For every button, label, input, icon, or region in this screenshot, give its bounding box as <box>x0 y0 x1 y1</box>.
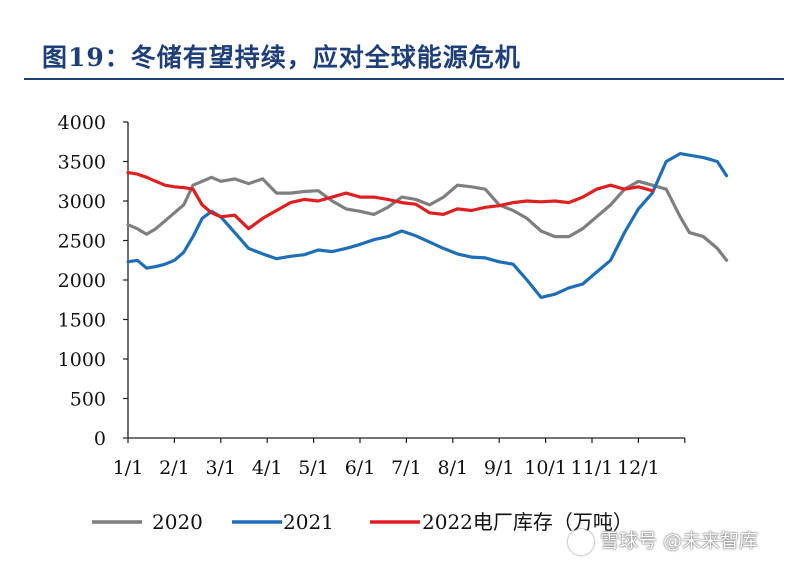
x-tick-label: 6/1 <box>345 457 376 479</box>
legend-label: 2020 <box>152 510 203 534</box>
x-tick-label: 10/1 <box>524 457 567 479</box>
y-tick-label: 4000 <box>58 112 106 134</box>
x-tick-label: 12/1 <box>617 457 660 479</box>
title-rule <box>24 78 784 80</box>
x-tick-label: 1/1 <box>113 457 144 479</box>
snowball-logo-icon <box>568 528 594 555</box>
y-tick-label: 2500 <box>58 231 106 253</box>
x-tick-labels: 1/1 2/1 3/1 4/1 5/1 6/1 7/1 8/1 9/1 10/1 11/1 12/1 <box>113 438 686 479</box>
legend-label: 2022电厂库存（万吨） <box>422 510 633 534</box>
series-line-2022 <box>126 171 654 231</box>
x-tick-label: 2/1 <box>159 457 190 479</box>
axes <box>127 122 685 439</box>
watermark-text: 雪球号 @未来智库 <box>600 530 759 552</box>
legend-label: 2021 <box>283 510 334 534</box>
x-tick-label: 7/1 <box>391 457 422 479</box>
x-tick-label: 5/1 <box>298 457 329 479</box>
y-tick-label: 1000 <box>58 349 106 371</box>
y-tick-label: 2000 <box>58 270 106 292</box>
x-tick-label: 11/1 <box>571 457 614 479</box>
y-tick-label: 1500 <box>58 310 106 332</box>
series-line-2021 <box>126 152 729 299</box>
x-tick-label: 8/1 <box>438 457 469 479</box>
figure-title: 图19：冬储有望持续，应对全球能源危机 <box>42 43 521 72</box>
y-tick-label: 0 <box>94 428 106 450</box>
legend: 2020 2021 2022电厂库存（万吨） <box>92 510 633 534</box>
y-tick-label: 3500 <box>58 152 106 174</box>
y-tick-label: 500 <box>70 389 106 411</box>
y-tick-labels: 0 500 1000 1500 2000 2500 3000 3500 4000 <box>58 112 128 450</box>
series-lines <box>126 152 729 299</box>
x-tick-label: 9/1 <box>484 457 515 479</box>
watermark: 雪球号 @未来智库 <box>568 526 758 555</box>
series-line-2020 <box>126 175 729 262</box>
y-tick-label: 3000 <box>58 191 106 213</box>
x-tick-label: 3/1 <box>206 457 237 479</box>
x-tick-label: 4/1 <box>252 457 283 479</box>
